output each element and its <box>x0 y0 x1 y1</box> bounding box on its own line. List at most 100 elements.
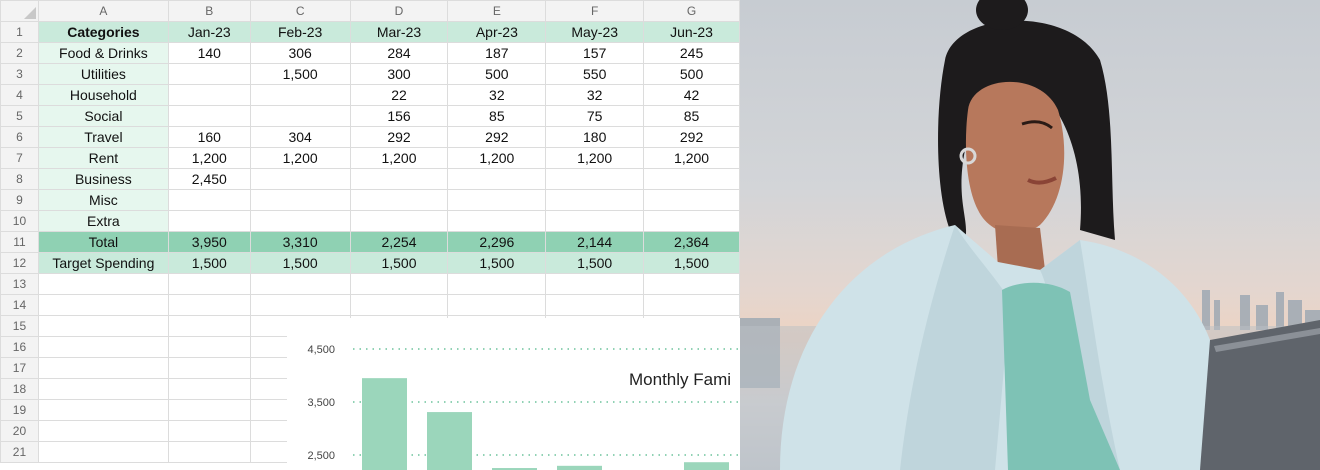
row-header[interactable]: 11 <box>0 231 39 253</box>
cell-f6[interactable]: 180 <box>545 126 645 148</box>
cell-d9[interactable] <box>349 189 449 211</box>
cell-a21[interactable] <box>37 441 169 463</box>
cell-d3[interactable]: 300 <box>349 63 449 85</box>
cell-e6[interactable]: 292 <box>447 126 547 148</box>
cell-c13[interactable] <box>249 273 351 295</box>
cell-e1[interactable]: Apr-23 <box>447 21 547 43</box>
row-header[interactable]: 4 <box>0 84 39 106</box>
cell-c5[interactable] <box>249 105 351 127</box>
row-header[interactable]: 1 <box>0 21 39 43</box>
cell-a4[interactable]: Household <box>37 84 169 106</box>
cell-b19[interactable] <box>167 399 251 421</box>
cell-b3[interactable] <box>167 63 251 85</box>
cell-f2[interactable]: 157 <box>545 42 645 64</box>
cell-b12[interactable]: 1,500 <box>167 252 251 274</box>
cell-b1[interactable]: Jan-23 <box>167 21 251 43</box>
chart-bar[interactable] <box>362 378 407 470</box>
cell-g10[interactable] <box>643 210 740 232</box>
cell-b11[interactable]: 3,950 <box>167 231 251 253</box>
cell-f9[interactable] <box>545 189 645 211</box>
cell-e4[interactable]: 32 <box>447 84 547 106</box>
column-header-c[interactable]: C <box>249 0 351 22</box>
cell-b20[interactable] <box>167 420 251 442</box>
cell-a10[interactable]: Extra <box>37 210 169 232</box>
cell-g6[interactable]: 292 <box>643 126 740 148</box>
row-header[interactable]: 18 <box>0 378 39 400</box>
column-header-e[interactable]: E <box>447 0 547 22</box>
cell-a14[interactable] <box>37 294 169 316</box>
cell-a9[interactable]: Misc <box>37 189 169 211</box>
chart-bar[interactable] <box>492 468 537 470</box>
cell-d5[interactable]: 156 <box>349 105 449 127</box>
row-header[interactable]: 6 <box>0 126 39 148</box>
row-header[interactable]: 9 <box>0 189 39 211</box>
cell-c3[interactable]: 1,500 <box>249 63 351 85</box>
cell-a18[interactable] <box>37 378 169 400</box>
cell-c2[interactable]: 306 <box>249 42 351 64</box>
cell-b5[interactable] <box>167 105 251 127</box>
cell-d11[interactable]: 2,254 <box>349 231 449 253</box>
cell-d14[interactable] <box>349 294 449 316</box>
row-header[interactable]: 20 <box>0 420 39 442</box>
row-header[interactable]: 19 <box>0 399 39 421</box>
cell-g8[interactable] <box>643 168 740 190</box>
cell-e9[interactable] <box>447 189 547 211</box>
cell-e8[interactable] <box>447 168 547 190</box>
row-header[interactable]: 21 <box>0 441 39 463</box>
cell-c7[interactable]: 1,200 <box>249 147 351 169</box>
cell-e14[interactable] <box>447 294 547 316</box>
cell-g11[interactable]: 2,364 <box>643 231 740 253</box>
cell-c12[interactable]: 1,500 <box>249 252 351 274</box>
cell-f3[interactable]: 550 <box>545 63 645 85</box>
cell-a11[interactable]: Total <box>37 231 169 253</box>
row-header[interactable]: 14 <box>0 294 39 316</box>
cell-c1[interactable]: Feb-23 <box>249 21 351 43</box>
cell-a16[interactable] <box>37 336 169 358</box>
cell-f8[interactable] <box>545 168 645 190</box>
cell-e2[interactable]: 187 <box>447 42 547 64</box>
cell-b16[interactable] <box>167 336 251 358</box>
cell-c6[interactable]: 304 <box>249 126 351 148</box>
cell-b21[interactable] <box>167 441 251 463</box>
column-header-b[interactable]: B <box>167 0 251 22</box>
column-header-a[interactable]: A <box>37 0 169 22</box>
column-header-f[interactable]: F <box>545 0 645 22</box>
cell-a17[interactable] <box>37 357 169 379</box>
cell-a2[interactable]: Food & Drinks <box>37 42 169 64</box>
cell-d2[interactable]: 284 <box>349 42 449 64</box>
cell-e3[interactable]: 500 <box>447 63 547 85</box>
cell-f1[interactable]: May-23 <box>545 21 645 43</box>
cell-f12[interactable]: 1,500 <box>545 252 645 274</box>
cell-a1[interactable]: Categories <box>37 21 169 43</box>
cell-g12[interactable]: 1,500 <box>643 252 740 274</box>
cell-b14[interactable] <box>167 294 251 316</box>
row-header[interactable]: 8 <box>0 168 39 190</box>
cell-c8[interactable] <box>249 168 351 190</box>
cell-g9[interactable] <box>643 189 740 211</box>
cell-c10[interactable] <box>249 210 351 232</box>
cell-g7[interactable]: 1,200 <box>643 147 740 169</box>
cell-b8[interactable]: 2,450 <box>167 168 251 190</box>
cell-d7[interactable]: 1,200 <box>349 147 449 169</box>
cell-g2[interactable]: 245 <box>643 42 740 64</box>
row-header[interactable]: 3 <box>0 63 39 85</box>
cell-d1[interactable]: Mar-23 <box>349 21 449 43</box>
cell-b15[interactable] <box>167 315 251 337</box>
cell-a20[interactable] <box>37 420 169 442</box>
chart-bar[interactable] <box>557 465 602 470</box>
cell-c9[interactable] <box>249 189 351 211</box>
select-all-corner[interactable] <box>0 0 39 22</box>
cell-c14[interactable] <box>249 294 351 316</box>
cell-f13[interactable] <box>545 273 645 295</box>
cell-g13[interactable] <box>643 273 740 295</box>
cell-d4[interactable]: 22 <box>349 84 449 106</box>
cell-b10[interactable] <box>167 210 251 232</box>
cell-a15[interactable] <box>37 315 169 337</box>
row-header[interactable]: 7 <box>0 147 39 169</box>
cell-g3[interactable]: 500 <box>643 63 740 85</box>
row-header[interactable]: 5 <box>0 105 39 127</box>
cell-a19[interactable] <box>37 399 169 421</box>
cell-a6[interactable]: Travel <box>37 126 169 148</box>
cell-f11[interactable]: 2,144 <box>545 231 645 253</box>
cell-b4[interactable] <box>167 84 251 106</box>
